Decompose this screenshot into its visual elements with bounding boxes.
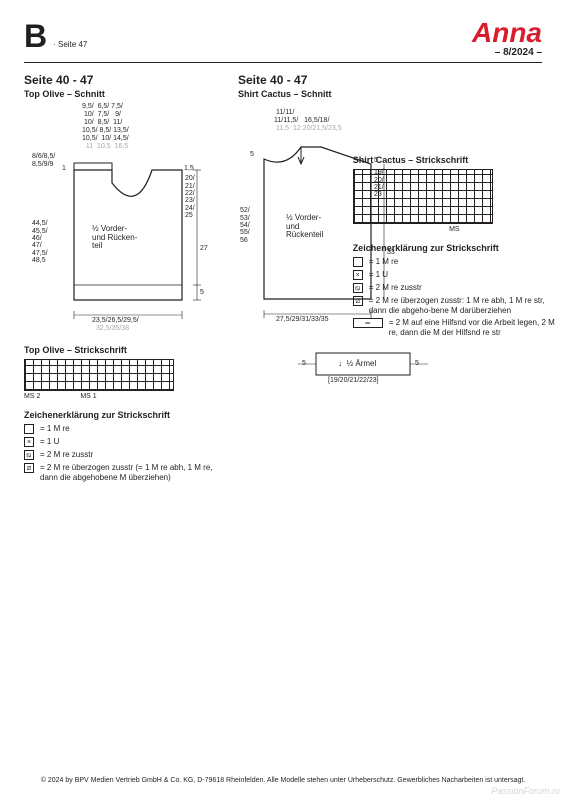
sleeve-label: ↓ ½ Ärmel xyxy=(338,360,376,368)
dim: 10/ 8,5/ 11/ xyxy=(82,119,122,126)
sym-icon: ⧄ xyxy=(24,463,34,473)
dim: 8/6/8,5/ 8,5/9/9 xyxy=(32,153,55,168)
dim: [19/20/21/22/23] xyxy=(328,377,379,384)
dim: 5 xyxy=(200,289,204,296)
dim: 5 xyxy=(374,157,378,164)
dim: 1,5 xyxy=(184,165,194,172)
dim: 33 xyxy=(387,249,395,256)
left-sub: Top Olive – Schnitt xyxy=(24,89,222,99)
right-title: Seite 40 - 47 xyxy=(238,73,556,87)
dim: 19/ 20/ 21/ 23 xyxy=(374,169,384,198)
dim: 11/11/ xyxy=(276,109,294,116)
dim: 11,5 12 20/21,5/23,5 xyxy=(274,125,342,132)
legend-item: ×= 1 U xyxy=(24,437,222,447)
olive-legend: = 1 M re ×= 1 U ⧅= 2 M re zusstr ⧄= 2 M … xyxy=(24,424,222,482)
dim: 44,5/ 45,5/ 46/ 47/ 47,5/ 48,5 xyxy=(32,220,48,264)
dim: 11 10,5 16,5 xyxy=(82,143,128,150)
ms-labels: MS 2 MS 1 xyxy=(24,393,222,400)
sleeve-schematic: 5 5 ↓ ½ Ärmel [19/20/21/22/23] xyxy=(298,349,428,385)
dim: 11/11,5/ 16,5/18/ xyxy=(274,117,329,124)
seite-label: · Seite 47 xyxy=(53,40,87,49)
ms2: MS 2 xyxy=(24,393,40,400)
dim: 10,5/ 10/ 14,5/ xyxy=(82,135,129,142)
copyright-footer: © 2024 by BPV Medien Vertrieb GmbH & Co.… xyxy=(24,777,542,784)
magazine-logo: Anna – 8/2024 – xyxy=(472,20,542,58)
dim: 1 xyxy=(62,165,66,172)
dim: 23,5/26,5/29,5/ xyxy=(92,317,139,324)
section-mark: B · Seite 47 xyxy=(24,20,87,52)
olive-schematic: 9,5/ 6,5/ 7,5/ 10/ 7,5/ 9/ 10/ 8,5/ 11/ … xyxy=(52,105,222,335)
sym-icon: ⧅ xyxy=(24,450,34,460)
cactus-schematic: 11/11/ 11/11,5/ 16,5/18/ 11,5 12 20/21,5… xyxy=(246,109,343,324)
issue-label: – 8/2024 – xyxy=(472,47,542,58)
dim: 20/ 21/ 22/ 23/ 24/ 25 xyxy=(185,175,195,219)
legend-item: ⧄= 2 M re überzogen zusstr (= 1 M re abh… xyxy=(24,463,222,482)
logo-word: Anna xyxy=(472,20,542,45)
right-sub: Shirt Cactus – Schnitt xyxy=(238,89,556,99)
olive-chart-title: Top Olive – Strickschrift xyxy=(24,345,222,355)
sym-icon xyxy=(24,424,34,434)
body-label: ½ Vorder- und Rückenteil xyxy=(286,214,323,239)
dim: 5 xyxy=(250,151,254,158)
olive-chart xyxy=(24,359,174,391)
section-letter: B xyxy=(24,20,47,52)
watermark: PassionForum.ru xyxy=(491,786,560,796)
legend-item: ⧅= 2 M re zusstr xyxy=(24,450,222,460)
content: Seite 40 - 47 Top Olive – Schnitt 9,5/ 6… xyxy=(0,63,566,485)
dim: 32,5/35/38 xyxy=(96,325,129,332)
left-title: Seite 40 - 47 xyxy=(24,73,222,87)
dim: 52/ 53/ 54/ 55/ 56 xyxy=(240,207,250,244)
page-header: B · Seite 47 Anna – 8/2024 – xyxy=(0,0,566,62)
ms1: MS 1 xyxy=(80,393,96,400)
dim: 9,5/ 6,5/ 7,5/ xyxy=(82,103,123,110)
dim: 10,5/ 8,5/ 13,5/ xyxy=(82,127,129,134)
sym-icon: × xyxy=(24,437,34,447)
legend-item: = 1 M re xyxy=(24,424,222,434)
dim: 5 xyxy=(415,360,419,367)
olive-legend-title: Zeichenerklärung zur Strickschrift xyxy=(24,410,222,420)
dim: 10/ 7,5/ 9/ xyxy=(82,111,121,118)
left-column: Seite 40 - 47 Top Olive – Schnitt 9,5/ 6… xyxy=(24,73,222,485)
dim: 27,5/29/31/33/35 xyxy=(276,316,329,323)
body-label: ½ Vorder- und Rücken- teil xyxy=(92,225,137,250)
right-column: Seite 40 - 47 Shirt Cactus – Schnitt 11/… xyxy=(238,73,556,485)
dim: 27 xyxy=(200,245,208,252)
dim: 5 xyxy=(302,360,306,367)
